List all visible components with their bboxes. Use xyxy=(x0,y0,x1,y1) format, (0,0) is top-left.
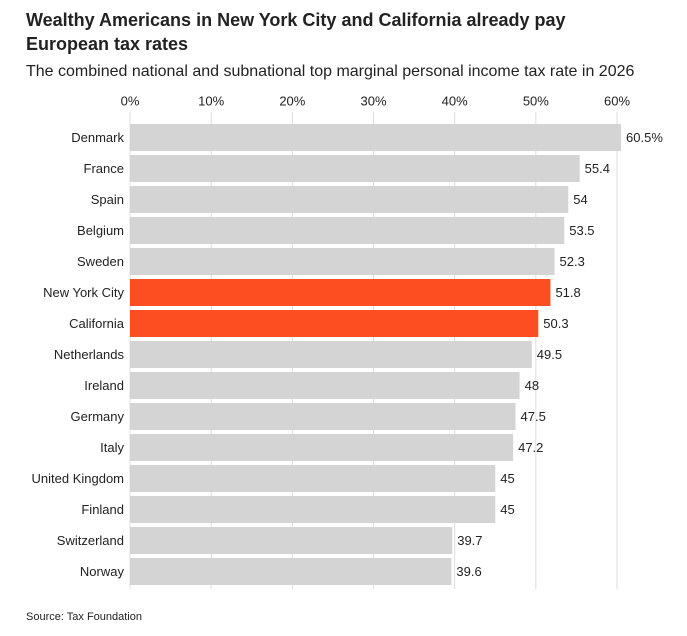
y-tick-label: Denmark xyxy=(71,130,124,145)
value-label: 54 xyxy=(573,192,587,207)
bar xyxy=(130,527,453,554)
value-label: 47.5 xyxy=(521,409,546,424)
value-label: 45 xyxy=(500,502,514,517)
source: Source: Tax Foundation xyxy=(26,611,142,623)
x-tick-label: 0% xyxy=(121,93,140,108)
value-label: 49.5 xyxy=(537,347,562,362)
bar xyxy=(130,310,539,337)
bar xyxy=(130,434,514,461)
y-tick-label: Germany xyxy=(71,409,125,424)
value-label: 48 xyxy=(525,378,539,393)
bar xyxy=(130,217,565,244)
chart-title: Wealthy Americans in New York City and C… xyxy=(26,10,566,54)
value-label: 53.5 xyxy=(569,223,594,238)
value-label: 60.5% xyxy=(626,130,663,145)
chart-subtitle: The combined national and subnational to… xyxy=(26,63,635,80)
value-label: 51.8 xyxy=(555,285,580,300)
x-tick-label: 20% xyxy=(279,93,305,108)
y-tick-label: Spain xyxy=(91,192,124,207)
y-tick-label: Finland xyxy=(81,502,124,517)
value-label: 39.6 xyxy=(456,564,481,579)
bar xyxy=(130,403,516,430)
bar xyxy=(130,496,496,523)
value-label: 50.3 xyxy=(543,316,568,331)
y-tick-label: United Kingdom xyxy=(32,471,125,486)
bar xyxy=(130,155,580,182)
y-tick-label: Sweden xyxy=(77,254,124,269)
value-label: 39.7 xyxy=(457,533,482,548)
x-tick-label: 30% xyxy=(360,93,386,108)
bar xyxy=(130,465,496,492)
x-tick-label: 40% xyxy=(442,93,468,108)
value-label: 52.3 xyxy=(560,254,585,269)
y-tick-label: Norway xyxy=(80,564,125,579)
bar xyxy=(130,372,520,399)
bar xyxy=(130,341,532,368)
x-tick-label: 10% xyxy=(198,93,224,108)
value-label: 55.4 xyxy=(585,161,610,176)
y-tick-label: Netherlands xyxy=(54,347,125,362)
x-tick-label: 60% xyxy=(604,93,630,108)
bar xyxy=(130,279,551,306)
bar xyxy=(130,558,452,585)
bar xyxy=(130,248,555,275)
x-tick-label: 50% xyxy=(523,93,549,108)
value-label: 45 xyxy=(500,471,514,486)
y-tick-label: Belgium xyxy=(77,223,124,238)
value-label: 47.2 xyxy=(518,440,543,455)
y-tick-label: Italy xyxy=(100,440,124,455)
y-tick-label: France xyxy=(84,161,124,176)
bar xyxy=(130,186,569,213)
y-tick-label: Ireland xyxy=(84,378,124,393)
bar xyxy=(130,124,622,151)
y-tick-label: California xyxy=(69,316,125,331)
y-tick-label: Switzerland xyxy=(57,533,124,548)
y-tick-label: New York City xyxy=(43,285,124,300)
